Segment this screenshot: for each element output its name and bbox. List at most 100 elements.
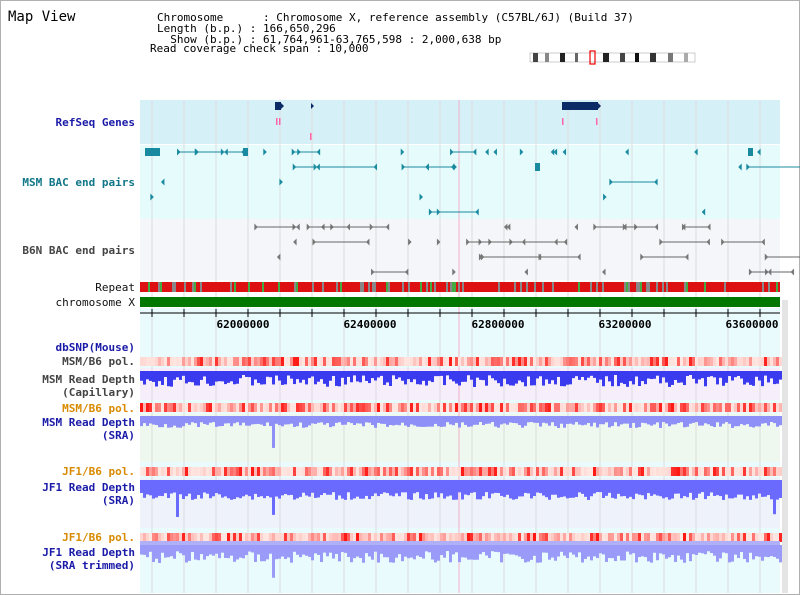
- jf1-sra-depth-bar: [497, 480, 500, 493]
- msm-pol-cell: [347, 357, 350, 366]
- msm-sra-depth-bar: [461, 416, 464, 423]
- msm-sra-depth-bar: [692, 416, 695, 423]
- jf1-trimmed-depth-bar: [776, 545, 779, 559]
- msm-pol-cell: [311, 357, 314, 366]
- msm-sra-depth-bar: [299, 416, 302, 423]
- msm-capillary-depth-bar: [167, 371, 170, 387]
- repeat-segment: [368, 282, 370, 292]
- jf1-pol-cell: [632, 467, 635, 476]
- track-label-repeat[interactable]: Repeat: [95, 281, 135, 294]
- msm-pol-cell: [428, 357, 431, 366]
- jf1-pol-cell: [431, 467, 434, 476]
- repeat-segment: [390, 282, 392, 292]
- msm-sra-depth-bar: [611, 416, 614, 427]
- jf1-trimmed-depth-bar: [647, 545, 650, 562]
- repeat-segment: [450, 282, 452, 292]
- repeat-segment: [274, 282, 276, 292]
- repeat-segment: [452, 282, 454, 292]
- jf1-sra-depth-bar: [419, 480, 422, 499]
- jf1-pol-cell: [587, 467, 590, 476]
- jf1-pol-cell: [503, 533, 506, 542]
- msm-capillary-depth-bar: [413, 371, 416, 380]
- jf1-trimmed-depth-bar: [563, 545, 566, 556]
- jf1-pol-cell: [452, 533, 455, 542]
- msm-sra-depth-bar: [233, 416, 236, 424]
- track-label-refseq[interactable]: RefSeq Genes: [55, 116, 135, 129]
- jf1-trimmed-depth-bar: [224, 545, 227, 558]
- msm-capillary-depth-bar: [389, 371, 392, 387]
- track-label-msm-depth-sra[interactable]: MSM Read Depth (SRA): [42, 416, 135, 442]
- jf1-trimmed-depth-bar: [725, 545, 728, 554]
- repeat-segment: [170, 282, 172, 292]
- msm-pol-cell: [335, 357, 338, 366]
- repeat-segment: [150, 282, 152, 292]
- jf1-sra-depth-bar: [776, 480, 779, 500]
- bac-end-arrow: [313, 163, 318, 171]
- repeat-segment: [684, 282, 686, 292]
- jf1-trimmed-depth-bar: [605, 545, 608, 562]
- msm-capillary-depth-bar: [716, 371, 719, 385]
- track-label-chromosome[interactable]: chromosome X: [55, 296, 135, 309]
- jf1-pol-cell: [419, 467, 422, 476]
- msm-sra-depth-bar: [584, 416, 587, 425]
- jf1-pol-cell: [650, 533, 653, 542]
- msm-pol-cell: [557, 403, 560, 412]
- msm-pol-cell: [239, 357, 242, 366]
- msm-pol-cell: [635, 403, 638, 412]
- repeat-segment: [622, 282, 624, 292]
- msm-sra-depth-bar: [536, 416, 539, 423]
- jf1-trimmed-depth-bar: [767, 545, 770, 558]
- bac-end-arrow: [601, 268, 606, 276]
- msm-pol-cell: [389, 357, 392, 366]
- jf1-pol-cell: [395, 467, 398, 476]
- track-label-msm-b6-pol-2[interactable]: MSM/B6 pol.: [62, 402, 135, 415]
- jf1-pol-cell: [488, 467, 491, 476]
- jf1-sra-depth-bar: [158, 480, 161, 496]
- track-label-jf1-depth-trimmed[interactable]: JF1 Read Depth (SRA trimmed): [42, 546, 135, 572]
- msm-sra-depth-bar: [686, 416, 689, 427]
- repeat-segment: [200, 282, 202, 292]
- msm-pol-cell: [155, 357, 158, 366]
- chromosome-ideogram-icon: [529, 52, 696, 63]
- msm-capillary-depth-bar: [722, 371, 725, 386]
- jf1-pol-cell: [272, 533, 275, 542]
- msm-pol-cell: [626, 403, 629, 412]
- msm-pol-cell: [731, 357, 734, 366]
- msm-capillary-depth-bar: [158, 371, 161, 382]
- msm-capillary-depth-bar: [416, 371, 419, 385]
- repeat-segment: [228, 282, 230, 292]
- jf1-pol-cell: [164, 467, 167, 476]
- track-label-jf1-depth-sra[interactable]: JF1 Read Depth (SRA): [42, 481, 135, 507]
- track-label-jf1-b6-pol-2[interactable]: JF1/B6 pol.: [62, 531, 135, 544]
- vertical-scrollbar[interactable]: [782, 300, 788, 593]
- jf1-trimmed-depth-bar: [551, 545, 554, 558]
- msm-capillary-depth-bar: [692, 371, 695, 379]
- msm-capillary-depth-bar: [689, 371, 692, 376]
- jf1-pol-cell: [350, 533, 353, 542]
- jf1-sra-depth-bar: [260, 480, 263, 497]
- jf1-pol-cell: [635, 467, 638, 476]
- jf1-trimmed-depth-bar: [320, 545, 323, 563]
- track-label-jf1-b6-pol-1[interactable]: JF1/B6 pol.: [62, 465, 135, 478]
- msm-sra-depth-bar: [734, 416, 737, 427]
- jf1-pol-cell: [665, 467, 668, 476]
- jf1-trimmed-depth-bar: [485, 545, 488, 556]
- jf1-pol-cell: [215, 467, 218, 476]
- track-label-b6n-bac[interactable]: B6N BAC end pairs: [22, 244, 135, 257]
- repeat-segment: [604, 282, 606, 292]
- repeat-segment: [416, 282, 418, 292]
- track-label-dbsnp[interactable]: dbSNP(Mouse): [55, 341, 135, 354]
- msm-sra-depth-bar: [554, 416, 557, 427]
- msm-capillary-depth-bar: [557, 371, 560, 377]
- jf1-pol-cell: [464, 533, 467, 542]
- track-label-msm-depth-capillary[interactable]: MSM Read Depth (Capillary): [42, 373, 135, 399]
- msm-sra-depth-bar: [572, 416, 575, 425]
- track-label-msm-bac[interactable]: MSM BAC end pairs: [22, 176, 135, 189]
- msm-pol-cell: [545, 403, 548, 412]
- jf1-pol-cell: [476, 533, 479, 542]
- msm-pol-cell: [161, 357, 164, 366]
- track-label-msm-b6-pol-1[interactable]: MSM/B6 pol.: [62, 355, 135, 368]
- jf1-sra-depth-bar: [698, 480, 701, 494]
- msm-sra-depth-bar: [323, 416, 326, 425]
